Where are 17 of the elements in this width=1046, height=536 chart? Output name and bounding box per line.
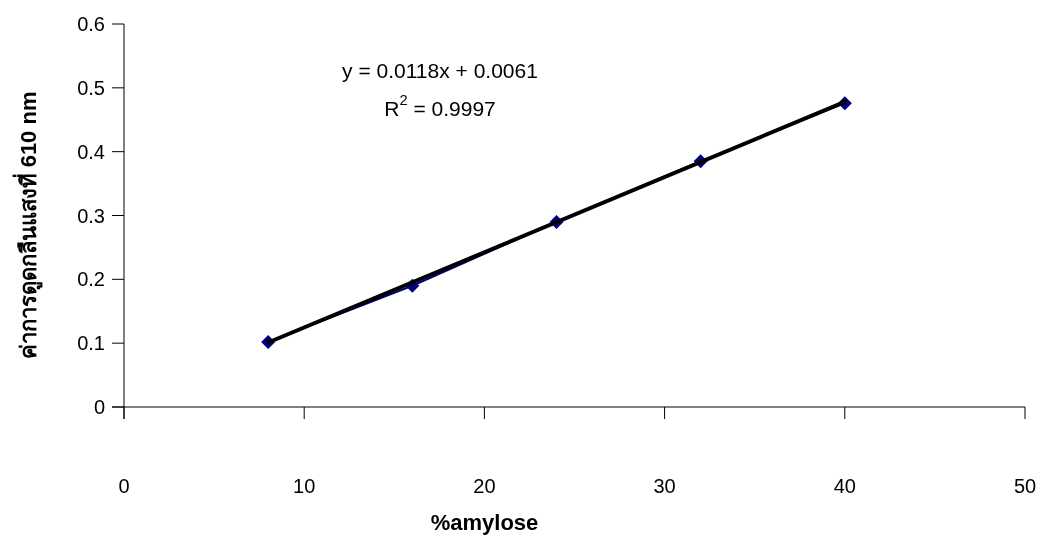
x-tick-label: 10 (293, 475, 316, 497)
y-tick-label: 0.5 (77, 76, 105, 99)
x-tick-label: 0 (118, 475, 130, 497)
x-axis-title: %amylose (430, 509, 539, 535)
y-tick-label: 0.3 (77, 204, 105, 227)
y-tick-label: 0.6 (77, 13, 105, 35)
x-tick-label: 40 (833, 475, 856, 497)
x-tick-label: 20 (473, 475, 496, 497)
y-axis-title: ค่าการดูดกลืนแสงที่ 610 nm (11, 91, 43, 360)
x-tick-label: 30 (653, 475, 676, 497)
annotation: R$^{2}$ = 0.9997 (384, 92, 496, 120)
y-tick-label: 0.1 (77, 332, 105, 355)
x-tick-label: 50 (1013, 475, 1037, 497)
annotation: y = 0.0118x + 0.0061 (342, 58, 538, 82)
y-tick-label: 0 (93, 396, 105, 418)
y-tick-label: 0.2 (77, 268, 105, 291)
y-tick-label: 0.4 (77, 140, 105, 163)
